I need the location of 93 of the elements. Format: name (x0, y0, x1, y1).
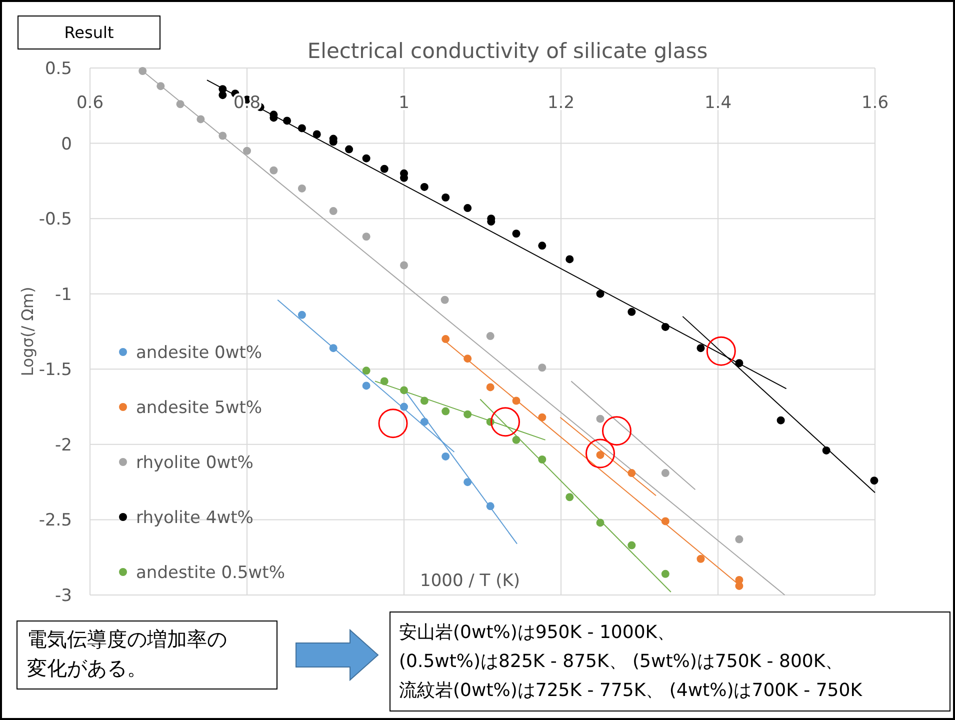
point (420, 418, 428, 426)
point (440, 296, 449, 304)
x-tick-label: 1.2 (547, 93, 575, 113)
point (400, 402, 408, 411)
point (486, 502, 494, 510)
x-tick-label: 1.6 (861, 93, 889, 113)
point (442, 407, 450, 416)
point (735, 535, 744, 544)
point (486, 383, 494, 392)
y-tick-label: -0.5 (38, 210, 72, 230)
x-tick-label: 1 (398, 93, 410, 113)
y-axis-title: Logσ(/ Ωm) (18, 286, 37, 376)
point (566, 493, 574, 502)
point (196, 115, 205, 124)
legend-label: rhyolite 4wt% (136, 508, 254, 528)
point (442, 335, 450, 344)
text: 変化がある。 (27, 656, 147, 680)
point (512, 230, 520, 238)
text: Result (64, 23, 114, 42)
y-tick-label: -2 (55, 435, 72, 456)
point (380, 164, 388, 173)
point (512, 396, 520, 405)
y-tick-label: -1.5 (38, 360, 72, 380)
point (420, 396, 428, 405)
point (538, 364, 546, 372)
point (822, 446, 830, 454)
point (661, 517, 670, 526)
point (362, 232, 370, 241)
point (661, 469, 670, 478)
x-tick-label: 0.6 (76, 93, 104, 113)
point (596, 290, 604, 298)
point (156, 82, 165, 90)
point (538, 242, 546, 250)
point (442, 452, 450, 460)
x-axis-title: 1000 / T (K) (420, 571, 520, 591)
point (464, 354, 472, 363)
point (243, 146, 251, 155)
point (628, 308, 636, 316)
point (566, 255, 574, 264)
x-tick-label: 1.4 (704, 93, 732, 113)
point (218, 132, 227, 140)
point (176, 100, 184, 108)
point (329, 344, 338, 352)
legend-label: rhyolite 0wt% (136, 453, 254, 473)
point (345, 145, 354, 154)
point (442, 193, 450, 202)
point (420, 182, 428, 191)
legend-label: andesite 5wt% (136, 398, 262, 418)
point (283, 116, 292, 125)
point (696, 554, 705, 563)
point (596, 414, 604, 423)
legend-label: andesite 0wt% (136, 343, 262, 363)
point (362, 382, 370, 390)
point (735, 359, 744, 368)
point (628, 469, 636, 478)
point (464, 478, 472, 486)
point (538, 455, 546, 464)
text: 電気伝導度の増加率の (27, 627, 227, 651)
point (464, 410, 472, 418)
point (312, 130, 321, 138)
point (362, 154, 370, 162)
point (329, 207, 338, 216)
point (218, 91, 227, 100)
point (538, 413, 546, 422)
point (486, 332, 494, 340)
point (696, 344, 705, 352)
y-tick-label: -3 (55, 586, 72, 606)
point (380, 377, 388, 386)
point (464, 204, 472, 212)
point (776, 416, 785, 424)
y-tick-label: -2.5 (38, 510, 72, 531)
point (512, 436, 520, 444)
point (400, 386, 408, 394)
point (661, 570, 670, 578)
legend-label: andestite 0.5wt% (136, 563, 285, 583)
point (400, 261, 408, 270)
chart-title: Electrical conductivity of silicate glass (307, 39, 708, 63)
point (298, 124, 306, 132)
point (138, 67, 147, 76)
point (661, 322, 670, 331)
point (298, 184, 306, 192)
point (298, 310, 306, 319)
point (596, 518, 604, 527)
point (628, 541, 636, 550)
y-tick-label: 0 (61, 134, 72, 154)
y-tick-label: 0.5 (44, 59, 72, 79)
point (270, 166, 278, 174)
text: 流紋岩(0wt%)は725K - 775K、 (4wt%)は700K - 750K (399, 680, 864, 701)
y-tick-label: -1 (55, 284, 72, 305)
text: 安山岩(0wt%)は950K - 1000K、 (399, 622, 676, 643)
text: (0.5wt%)は825K - 875K、 (5wt%)は750K - 800K、 (399, 651, 844, 672)
point (870, 476, 878, 485)
point (362, 366, 370, 375)
